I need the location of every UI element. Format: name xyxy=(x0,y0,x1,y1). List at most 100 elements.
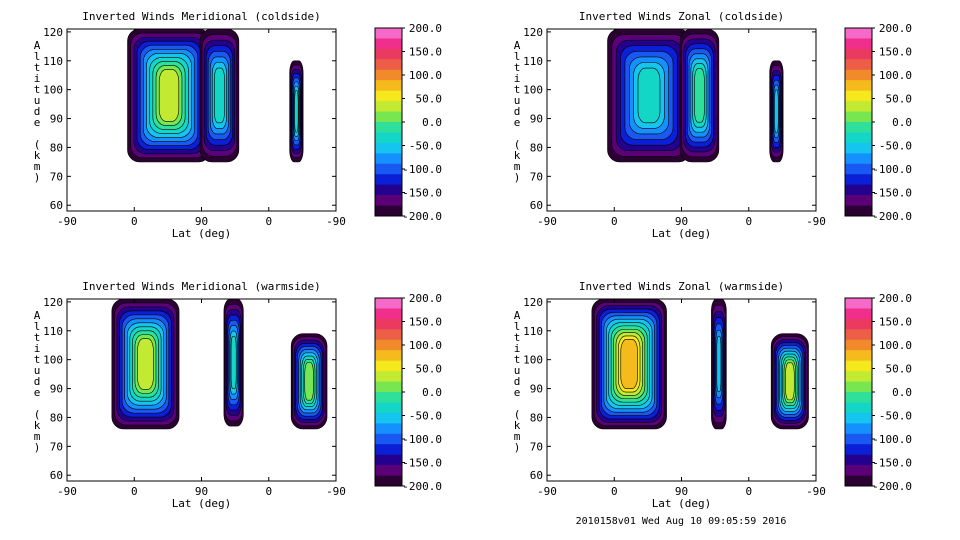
y-tick-label: 100 xyxy=(43,354,63,367)
colorbar-tick-label: -150.0 xyxy=(402,187,442,200)
colorbar-swatch xyxy=(375,153,402,165)
colorbar-tick-label: 0.0 xyxy=(422,116,442,129)
colorbar-tick-label: 200.0 xyxy=(879,22,912,35)
colorbar-swatch xyxy=(375,465,402,477)
x-axis-label: Lat (deg) xyxy=(172,227,232,240)
colorbar-swatch xyxy=(845,132,872,144)
colorbar-swatch xyxy=(375,381,402,393)
colorbar-swatch xyxy=(845,475,872,487)
contour-band-3-10 xyxy=(304,362,314,401)
colorbar-swatch xyxy=(845,111,872,123)
colorbar-swatch xyxy=(845,153,872,165)
colorbar-swatch xyxy=(845,122,872,133)
x-tick-label: -90 xyxy=(57,215,77,228)
colorbar-swatch xyxy=(375,329,402,341)
contour-band-2-9 xyxy=(694,68,705,123)
colorbar-swatch xyxy=(375,163,402,175)
colorbar-tick-label: 0.0 xyxy=(422,386,442,399)
colorbar-tick-label: 100.0 xyxy=(879,339,912,352)
colorbar-tick-label: 150.0 xyxy=(879,46,912,59)
colorbar-tick-label: 50.0 xyxy=(416,93,443,106)
colorbar-swatch xyxy=(375,423,402,435)
chart-panel-2: Inverted Winds Zonal (coldside) 60 70 80 90 1… xyxy=(514,10,912,240)
y-tick-label: 120 xyxy=(43,296,63,309)
colorbar-swatch xyxy=(845,339,872,351)
x-tick-label: 90 xyxy=(675,215,688,228)
contour-band-3-11 xyxy=(785,362,795,401)
contour-band-2-8 xyxy=(213,67,225,124)
colorbar-swatch xyxy=(375,111,402,123)
colorbar-swatch xyxy=(845,101,872,113)
colorbar-swatch xyxy=(845,454,872,466)
y-tick-label: 120 xyxy=(523,26,543,39)
colorbar-swatch xyxy=(845,163,872,175)
x-tick-label: -90 xyxy=(326,215,346,228)
colorbar-swatch xyxy=(845,69,872,81)
x-tick-label: 0 xyxy=(131,485,138,498)
contour-band-1-11 xyxy=(137,338,154,390)
x-tick-label: -90 xyxy=(806,485,826,498)
y-tick-label: 70 xyxy=(50,170,63,183)
colorbar-swatch xyxy=(375,195,402,207)
colorbar-tick-label: -50.0 xyxy=(409,140,442,153)
colorbar-swatch xyxy=(375,454,402,466)
chart-panel-1: Inverted Winds Meridional (coldside) 60 70… xyxy=(34,10,442,240)
colorbar-swatch xyxy=(375,298,402,309)
contour-band-2-8 xyxy=(230,336,237,390)
x-tick-label: 0 xyxy=(745,215,752,228)
colorbar-tick-label: 200.0 xyxy=(409,292,442,305)
colorbar-swatch xyxy=(375,339,402,351)
y-tick-label: 90 xyxy=(50,383,63,396)
colorbar-swatch xyxy=(845,465,872,477)
colorbar-swatch xyxy=(375,402,402,414)
y-tick-label: 110 xyxy=(43,55,63,68)
colorbar-swatch xyxy=(375,392,402,403)
y-tick-label: 90 xyxy=(530,113,543,126)
colorbar-tick-label: 200.0 xyxy=(879,292,912,305)
colorbar-swatch xyxy=(845,205,872,217)
colorbar-swatch xyxy=(375,360,402,372)
x-axis-label: Lat (deg) xyxy=(172,497,232,510)
colorbar-tick-label: 100.0 xyxy=(409,69,442,82)
colorbar-tick-label: 50.0 xyxy=(886,363,913,376)
y-tick-label: 90 xyxy=(530,383,543,396)
colorbar-swatch xyxy=(375,184,402,196)
colorbar-swatch xyxy=(375,174,402,186)
colorbar: 200.0 150.0 100.0 50.0 0.0 -50.0 -100.0 -150.0 -… xyxy=(374,292,443,493)
colorbar-tick-label: -150.0 xyxy=(402,457,442,470)
x-tick-label: 90 xyxy=(195,215,208,228)
colorbar-swatch xyxy=(375,122,402,133)
chart-title: Inverted Winds Zonal (warmside) xyxy=(579,280,784,293)
contour-band-3-8 xyxy=(294,90,299,133)
colorbar-tick-label: 50.0 xyxy=(416,363,443,376)
x-tick-label: 0 xyxy=(611,485,618,498)
y-tick-label: 80 xyxy=(530,411,543,424)
x-tick-label: 90 xyxy=(195,485,208,498)
colorbar-swatch xyxy=(845,174,872,186)
colorbar-swatch xyxy=(845,433,872,445)
y-tick-label: 60 xyxy=(50,469,63,482)
colorbar-tick-label: 150.0 xyxy=(409,316,442,329)
colorbar-tick-label: -50.0 xyxy=(879,140,912,153)
colorbar-swatch xyxy=(845,329,872,341)
colorbar-tick-label: -100.0 xyxy=(872,163,912,176)
colorbar-tick-label: -150.0 xyxy=(872,187,912,200)
x-tick-label: 0 xyxy=(265,215,272,228)
y-tick-label: 80 xyxy=(530,141,543,154)
y-tick-label: 80 xyxy=(50,141,63,154)
x-tick-label: 0 xyxy=(611,215,618,228)
colorbar-swatch xyxy=(375,318,402,330)
colorbar-swatch xyxy=(375,48,402,60)
colorbar: 200.0 150.0 100.0 50.0 0.0 -50.0 -100.0 -150.0 -… xyxy=(374,22,443,223)
x-tick-label: -90 xyxy=(537,215,557,228)
colorbar-swatch xyxy=(845,360,872,372)
colorbar-swatch xyxy=(845,195,872,207)
x-axis-label: Lat (deg) xyxy=(652,497,712,510)
colorbar-swatch xyxy=(375,371,402,383)
colorbar-swatch xyxy=(845,90,872,102)
colorbar-tick-label: -100.0 xyxy=(402,163,442,176)
contour-band-1-8 xyxy=(637,67,661,124)
x-tick-label: -90 xyxy=(806,215,826,228)
